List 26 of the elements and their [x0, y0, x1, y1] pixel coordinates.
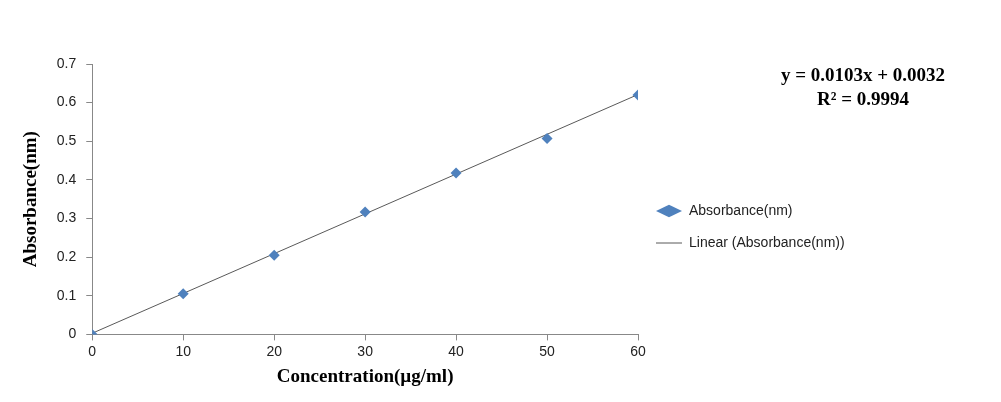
x-tick-label: 30 — [357, 342, 374, 359]
y-axis-title: Absorbance(nm) — [19, 131, 42, 268]
x-tick-label: 20 — [266, 342, 283, 359]
y-tick-label: 0.5 — [56, 132, 77, 149]
point — [359, 206, 371, 218]
x-tick-label: 60 — [630, 342, 646, 359]
y-tick-label: 0.6 — [56, 93, 77, 110]
y-tick-label: 0.2 — [56, 248, 77, 264]
point — [450, 167, 462, 179]
y-tick-label: 0.1 — [56, 286, 77, 303]
point — [177, 288, 189, 300]
x-tick-label: 10 — [175, 342, 192, 359]
text: R² = 0.9994 — [817, 87, 910, 109]
point — [541, 133, 553, 145]
x-axis-title: Concentration(µg/ml) — [276, 364, 454, 387]
legend-label: Absorbance(nm) — [689, 201, 793, 218]
y-tick-label: 0 — [68, 325, 77, 342]
y-tick-label: 0.7 — [56, 54, 77, 71]
y-tick-label: 0.4 — [56, 170, 77, 187]
point — [268, 249, 280, 261]
legend-label: Linear (Absorbance(nm)) — [689, 233, 845, 250]
y-tick-label: 0.3 — [56, 209, 77, 226]
x-tick-label: 50 — [539, 342, 556, 359]
text: y = 0.0103x + 0.0032 — [780, 63, 946, 85]
x-tick-label: 40 — [448, 342, 465, 359]
x-tick-label: 0 — [88, 342, 97, 359]
